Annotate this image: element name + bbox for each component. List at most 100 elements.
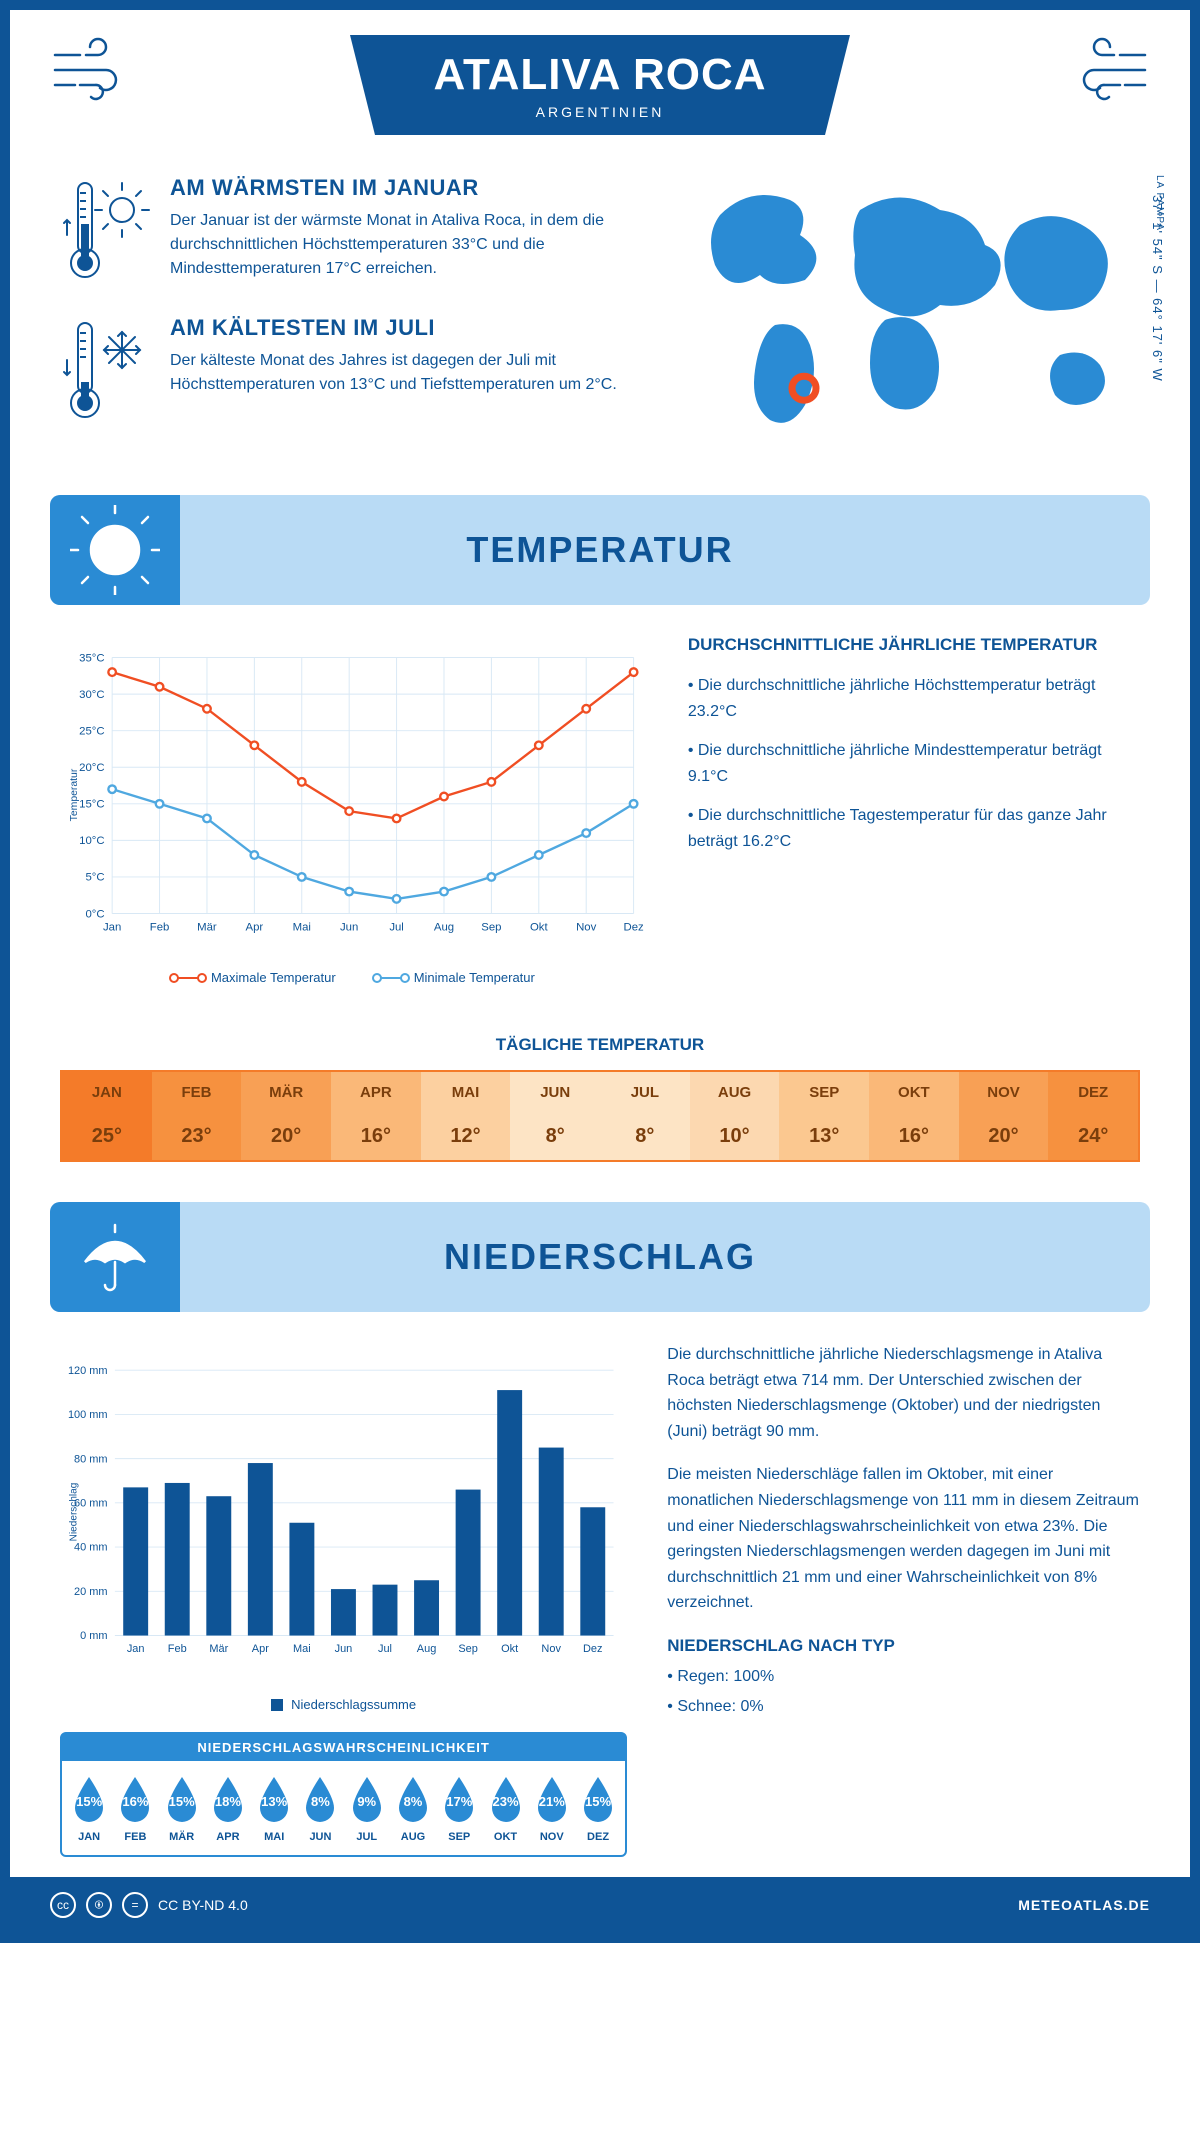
svg-text:Sep: Sep: [481, 922, 501, 934]
svg-text:120 mm: 120 mm: [68, 1365, 108, 1377]
svg-text:Apr: Apr: [252, 1643, 269, 1655]
svg-text:Mai: Mai: [293, 922, 311, 934]
thermometer-snow-icon: [60, 315, 150, 425]
umbrella-icon: [75, 1217, 155, 1297]
svg-text:35°C: 35°C: [79, 652, 104, 664]
fact-warmest-text: Der Januar ist der wärmste Monat in Atal…: [170, 209, 630, 281]
precipitation-chart: 0 mm20 mm40 mm60 mm80 mm100 mm120 mmJanF…: [60, 1342, 627, 1682]
prob-month: AUG: [393, 1831, 433, 1843]
svg-text:40 mm: 40 mm: [74, 1542, 108, 1554]
prob-item: 15% MÄR: [162, 1773, 202, 1843]
prob-month: OKT: [486, 1831, 526, 1843]
prob-item: 17% SEP: [439, 1773, 479, 1843]
svg-text:15°C: 15°C: [79, 799, 104, 811]
prob-month: MAI: [254, 1831, 294, 1843]
temp-table-value: 10°: [690, 1113, 780, 1160]
prob-item: 13% MAI: [254, 1773, 294, 1843]
prob-value: 17%: [439, 1794, 479, 1809]
svg-text:Mär: Mär: [209, 1643, 228, 1655]
svg-text:25°C: 25°C: [79, 725, 104, 737]
precip-type-1: • Regen: 100%: [667, 1664, 1140, 1690]
svg-text:Jul: Jul: [378, 1643, 392, 1655]
temp-bullet-3: • Die durchschnittliche Tagestemperatur …: [688, 803, 1140, 854]
temp-bullet-2: • Die durchschnittliche jährliche Mindes…: [688, 738, 1140, 789]
prob-value: 16%: [115, 1794, 155, 1809]
precip-type-2: • Schnee: 0%: [667, 1694, 1140, 1720]
svg-text:Jul: Jul: [389, 922, 404, 934]
prob-month: JUN: [300, 1831, 340, 1843]
temp-table-header: AUG: [690, 1072, 780, 1113]
info-row: AM WÄRMSTEN IM JANUAR Der Januar ist der…: [10, 145, 1190, 475]
prob-month: JUL: [347, 1831, 387, 1843]
temp-section-title: TEMPERATUR: [180, 529, 1150, 571]
prob-month: FEB: [115, 1831, 155, 1843]
svg-text:Feb: Feb: [150, 922, 170, 934]
svg-text:Jun: Jun: [335, 1643, 353, 1655]
cc-icon: cc: [50, 1892, 76, 1918]
site-label: METEOATLAS.DE: [1018, 1897, 1150, 1913]
wind-icon-right: [1060, 35, 1150, 105]
svg-text:Mai: Mai: [293, 1643, 311, 1655]
temp-table-header: DEZ: [1048, 1072, 1138, 1113]
temp-table-value: 12°: [421, 1113, 511, 1160]
svg-text:Okt: Okt: [530, 922, 549, 934]
temp-table-header: SEP: [779, 1072, 869, 1113]
daily-temp-title: TÄGLICHE TEMPERATUR: [10, 1035, 1190, 1055]
svg-text:0 mm: 0 mm: [80, 1630, 107, 1642]
prob-value: 8%: [300, 1794, 340, 1809]
svg-text:Okt: Okt: [501, 1643, 518, 1655]
svg-text:Dez: Dez: [624, 922, 645, 934]
fact-warmest: AM WÄRMSTEN IM JANUAR Der Januar ist der…: [60, 175, 630, 285]
page-subtitle: ARGENTINIEN: [410, 104, 790, 120]
prob-value: 9%: [347, 1794, 387, 1809]
temp-table-header: NOV: [959, 1072, 1049, 1113]
temp-table-header: OKT: [869, 1072, 959, 1113]
svg-text:Sep: Sep: [458, 1643, 478, 1655]
temp-bullet-1: • Die durchschnittliche jährliche Höchst…: [688, 673, 1140, 724]
legend-max-label: Maximale Temperatur: [211, 970, 336, 985]
precip-p1: Die durchschnittliche jährliche Niedersc…: [667, 1342, 1140, 1444]
fact-coldest: AM KÄLTESTEN IM JULI Der kälteste Monat …: [60, 315, 630, 425]
svg-text:Aug: Aug: [434, 922, 454, 934]
temp-table-header: JAN: [62, 1072, 152, 1113]
prob-month: DEZ: [578, 1831, 618, 1843]
prob-item: 18% APR: [208, 1773, 248, 1843]
prob-month: MÄR: [162, 1831, 202, 1843]
svg-text:100 mm: 100 mm: [68, 1409, 108, 1421]
temp-table-value: 8°: [510, 1113, 600, 1160]
fact-coldest-text: Der kälteste Monat des Jahres ist dagege…: [170, 349, 630, 397]
probability-box: NIEDERSCHLAGSWAHRSCHEINLICHKEIT 15% JAN …: [60, 1732, 627, 1857]
prob-item: 8% AUG: [393, 1773, 433, 1843]
svg-text:Jan: Jan: [103, 922, 121, 934]
temp-table-value: 20°: [959, 1113, 1049, 1160]
svg-text:80 mm: 80 mm: [74, 1453, 108, 1465]
svg-text:Jun: Jun: [340, 922, 358, 934]
prob-item: 21% NOV: [532, 1773, 572, 1843]
temp-table-header: JUN: [510, 1072, 600, 1113]
prob-month: SEP: [439, 1831, 479, 1843]
svg-text:10°C: 10°C: [79, 835, 104, 847]
coordinates-label: 37° 1' 54" S — 64° 17' 6" W: [1150, 195, 1165, 382]
prob-value: 15%: [162, 1794, 202, 1809]
nd-icon: =: [122, 1892, 148, 1918]
prob-value: 15%: [578, 1794, 618, 1809]
temperature-chart: 0°C5°C10°C15°C20°C25°C30°C35°CJanFebMärA…: [60, 635, 648, 985]
prob-month: NOV: [532, 1831, 572, 1843]
prob-month: JAN: [69, 1831, 109, 1843]
wind-icon-left: [50, 35, 140, 105]
prob-value: 13%: [254, 1794, 294, 1809]
temp-section-banner: TEMPERATUR: [50, 495, 1150, 605]
by-icon: 🅯: [86, 1892, 112, 1918]
temp-table-header: MÄR: [241, 1072, 331, 1113]
prob-value: 23%: [486, 1794, 526, 1809]
license-label: CC BY-ND 4.0: [158, 1897, 248, 1913]
legend-precip-label: Niederschlagssumme: [291, 1697, 416, 1712]
title-block: ATALIVA ROCA ARGENTINIEN: [350, 35, 850, 135]
precip-section-title: NIEDERSCHLAG: [180, 1236, 1150, 1278]
legend-min-label: Minimale Temperatur: [414, 970, 535, 985]
temp-table-value: 13°: [779, 1113, 869, 1160]
thermometer-sun-icon: [60, 175, 150, 285]
svg-text:Nov: Nov: [576, 922, 597, 934]
prob-item: 16% FEB: [115, 1773, 155, 1843]
prob-value: 15%: [69, 1794, 109, 1809]
